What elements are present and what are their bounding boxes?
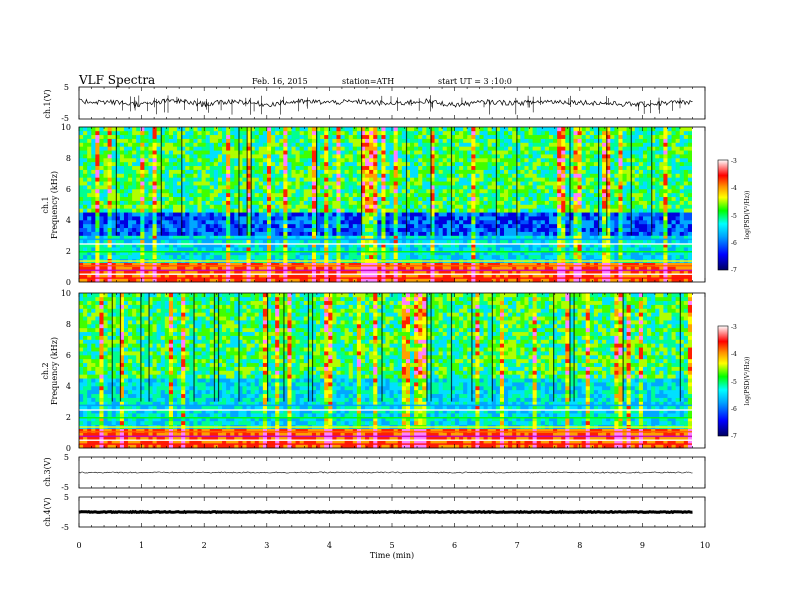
ch1-spec-ytick-4: 4 <box>66 216 71 225</box>
cb2-tick-m6: -6 <box>731 406 737 413</box>
ch2-spec-ytick-10: 10 <box>61 289 71 298</box>
ch4-ylabel: ch.4(V) <box>43 497 52 526</box>
start-time-label: start UT = 3 :10:0 <box>438 77 512 86</box>
cb1-tick-m6: -6 <box>731 240 737 247</box>
xtick-0: 0 <box>76 541 81 550</box>
x-axis-label: Time (min) <box>370 551 414 560</box>
xtick-4: 4 <box>327 541 332 550</box>
ch1-spec-ytick-6: 6 <box>66 185 71 194</box>
ch2-spec-ylabel: ch.2 <box>41 362 50 379</box>
ch1-ytick-bottom: -5 <box>61 114 69 123</box>
xtick-10: 10 <box>700 541 710 550</box>
ch4-ytick-bottom: -5 <box>61 523 69 532</box>
ch2-colorbar <box>717 325 729 437</box>
ch1-spectrogram <box>79 127 705 283</box>
ch1-freq-ylabel: Frequency (kHz) <box>50 171 59 239</box>
cb2-label: log(PSD(V²/Hz)) <box>744 357 751 406</box>
xtick-3: 3 <box>264 541 269 550</box>
xtick-1: 1 <box>139 541 144 550</box>
ch3-waveform <box>78 471 693 474</box>
ch1-wave-frame <box>78 86 706 120</box>
chart-title: VLF Spectra <box>79 73 156 87</box>
ch1-ytick-top: 5 <box>64 83 69 92</box>
cb1-tick-m3: -3 <box>731 158 737 165</box>
cb1-tick-m4: -4 <box>731 185 737 192</box>
ch1-colorbar <box>717 159 729 271</box>
xtick-8: 8 <box>577 541 582 550</box>
date-label: Feb. 16, 2015 <box>252 77 308 86</box>
ch1-ylabel: ch.1(V) <box>43 89 52 118</box>
ch3-ylabel: ch.3(V) <box>43 457 52 486</box>
ch1-spec-ytick-10: 10 <box>61 123 71 132</box>
ch2-spec-ytick-4: 4 <box>66 382 71 391</box>
ch2-spec-ytick-2: 2 <box>66 413 71 422</box>
ch3-ytick-top: 5 <box>64 453 69 462</box>
cb2-tick-m3: -3 <box>731 324 737 331</box>
cb2-tick-m4: -4 <box>731 351 737 358</box>
cb2-tick-m5: -5 <box>731 379 737 386</box>
ch1-spec-ytick-0: 0 <box>66 278 71 287</box>
ch4-ytick-top: 5 <box>64 493 69 502</box>
cb1-tick-m7: -7 <box>731 267 737 274</box>
ch4-waveform <box>78 509 693 515</box>
ch2-spectrogram <box>79 293 705 449</box>
xtick-5: 5 <box>389 541 394 550</box>
xtick-9: 9 <box>640 541 645 550</box>
x-axis-ticks <box>78 87 706 527</box>
cb2-tick-m7: -7 <box>731 433 737 440</box>
station-label: station=ATH <box>342 77 395 86</box>
ch2-spec-ytick-8: 8 <box>66 320 71 329</box>
ch2-freq-ylabel: Frequency (kHz) <box>50 337 59 405</box>
ch1-waveform <box>78 95 693 115</box>
xtick-2: 2 <box>202 541 207 550</box>
cb1-tick-m5: -5 <box>731 213 737 220</box>
ch2-spec-ytick-6: 6 <box>66 351 71 360</box>
xtick-6: 6 <box>452 541 457 550</box>
ch2-spec-ytick-0: 0 <box>66 444 71 453</box>
cb1-label: log(PSD(V²/Hz)) <box>744 191 751 240</box>
ch1-spec-ylabel: ch.1 <box>41 196 50 213</box>
ch3-ytick-bottom: -5 <box>61 483 69 492</box>
xtick-7: 7 <box>515 541 520 550</box>
ch1-spec-ytick-2: 2 <box>66 247 71 256</box>
ch1-spec-ytick-8: 8 <box>66 154 71 163</box>
